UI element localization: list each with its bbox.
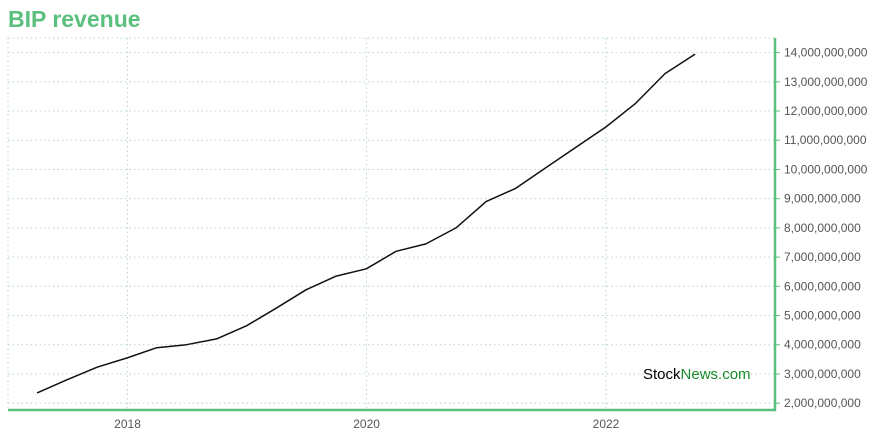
- y-tick-label: 10,000,000,000: [784, 162, 868, 176]
- y-tick-label: 11,000,000,000: [784, 133, 867, 147]
- watermark-part-stock: Stock: [643, 366, 681, 383]
- revenue-series-line: [36, 53, 696, 394]
- y-tick-label: 2,000,000,000: [784, 396, 861, 410]
- y-tick-label: 4,000,000,000: [784, 338, 861, 352]
- series-layer: [36, 53, 696, 394]
- tick-labels: 2,000,000,000 3,000,000,000 4,000,000,000 5…: [114, 46, 868, 431]
- y-tick-label: 8,000,000,000: [784, 221, 861, 235]
- y-tick-label: 9,000,000,000: [784, 192, 861, 206]
- watermark-part-com: .com: [718, 366, 751, 383]
- x-tick-label: 2020: [353, 417, 380, 431]
- y-tick-label: 12,000,000,000: [784, 104, 868, 118]
- y-tick-label: 14,000,000,000: [784, 46, 868, 60]
- y-tick-label: 5,000,000,000: [784, 309, 861, 323]
- stocknews-watermark: StockNews.com: [643, 366, 751, 383]
- y-tick-label: 3,000,000,000: [784, 367, 861, 381]
- x-tick-label: 2022: [593, 417, 620, 431]
- watermark-part-news: News: [681, 366, 719, 383]
- x-tick-label: 2018: [114, 417, 141, 431]
- y-tick-label: 7,000,000,000: [784, 250, 861, 264]
- y-tick-label: 13,000,000,000: [784, 75, 868, 89]
- chart-title: BIP revenue: [8, 6, 141, 32]
- grid-lines: [7, 37, 775, 409]
- y-tick-label: 6,000,000,000: [784, 279, 861, 293]
- axes: [8, 38, 780, 412]
